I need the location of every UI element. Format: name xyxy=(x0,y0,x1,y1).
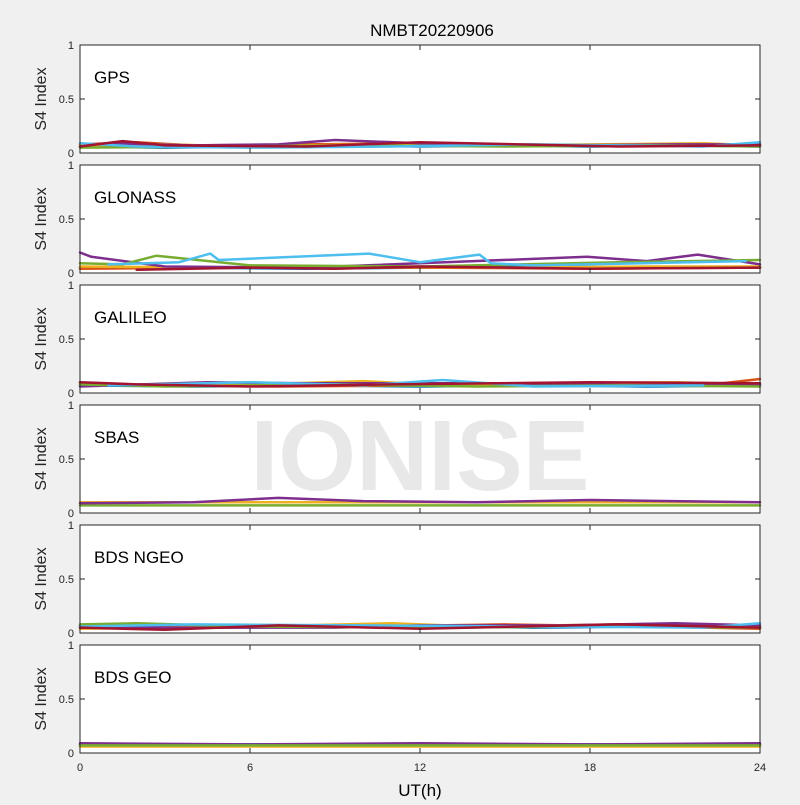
panel-name-label: GLONASS xyxy=(94,188,176,207)
panel-gps: 0 0.5 1 S4 Index GPS xyxy=(33,40,762,160)
x-tick-label: 18 xyxy=(584,762,596,774)
series-line-4 xyxy=(78,742,762,746)
panel-background xyxy=(80,45,760,153)
y-tick-label: 0 xyxy=(68,148,74,160)
series-line-7 xyxy=(78,380,762,388)
panel-glonass: 0 0.5 1 S4 Index GLONASS xyxy=(33,160,762,280)
y-axis-label: S4 Index xyxy=(33,547,50,610)
panel-name-label: SBAS xyxy=(94,428,139,447)
y-tick-label: 0.5 xyxy=(59,694,74,706)
panel-bds-geo: 0 0.5 1 S4 Index BDS GEO xyxy=(33,640,762,760)
y-tick-label: 0.5 xyxy=(59,454,74,466)
panel-background xyxy=(80,645,760,753)
x-tick-label: 0 xyxy=(77,762,83,774)
y-tick-label: 1 xyxy=(68,280,74,292)
x-tick-label: 24 xyxy=(754,762,766,774)
y-axis-label: S4 Index xyxy=(33,67,50,130)
panel-background xyxy=(80,405,760,513)
panel-galileo: 0 0.5 1 S4 Index GALILEO xyxy=(33,280,762,400)
series-line-7 xyxy=(135,265,762,272)
panel-name-label: GPS xyxy=(94,68,130,87)
x-axis-label: UT(h) xyxy=(398,781,441,800)
y-tick-label: 1 xyxy=(68,160,74,172)
series-line-6 xyxy=(107,378,705,388)
panel-bds-ngeo: 0 0.5 1 S4 Index BDS NGEO xyxy=(33,520,762,640)
y-tick-label: 0.5 xyxy=(59,334,74,346)
y-tick-label: 1 xyxy=(68,520,74,532)
y-tick-label: 1 xyxy=(68,640,74,652)
panels: 0 0.5 1 S4 Index GPS 0 0.5 1 S4 Index GLONASS 0 0.5… xyxy=(33,40,766,774)
panel-name-label: BDS NGEO xyxy=(94,548,184,567)
series-line-7 xyxy=(78,139,762,148)
y-axis-label: S4 Index xyxy=(33,427,50,490)
y-tick-label: 0.5 xyxy=(59,214,74,226)
series-line-6 xyxy=(107,252,748,267)
chart-title: NMBT20220906 xyxy=(370,21,494,40)
series-line-3 xyxy=(78,496,762,505)
y-tick-label: 0 xyxy=(68,268,74,280)
y-tick-label: 0 xyxy=(68,508,74,520)
y-tick-label: 0 xyxy=(68,388,74,400)
y-axis-label: S4 Index xyxy=(33,187,50,250)
y-tick-label: 0.5 xyxy=(59,574,74,586)
x-tick-label: 12 xyxy=(414,762,426,774)
y-tick-label: 0 xyxy=(68,628,74,640)
x-tick-label: 6 xyxy=(247,762,253,774)
panel-name-label: GALILEO xyxy=(94,308,167,327)
y-tick-label: 0 xyxy=(68,748,74,760)
y-tick-label: 1 xyxy=(68,400,74,412)
panel-name-label: BDS GEO xyxy=(94,668,171,687)
y-axis-label: S4 Index xyxy=(33,667,50,730)
y-tick-label: 0.5 xyxy=(59,94,74,106)
panel-background xyxy=(80,165,760,273)
panel-background xyxy=(80,525,760,633)
y-axis-label: S4 Index xyxy=(33,307,50,370)
watermark-text: IONISE xyxy=(251,400,590,512)
series-line-7 xyxy=(78,623,762,632)
y-tick-label: 1 xyxy=(68,40,74,52)
series-line-4 xyxy=(78,251,762,269)
panel-sbas: 0 0.5 1 S4 Index SBAS xyxy=(33,400,762,520)
panel-background xyxy=(80,285,760,393)
